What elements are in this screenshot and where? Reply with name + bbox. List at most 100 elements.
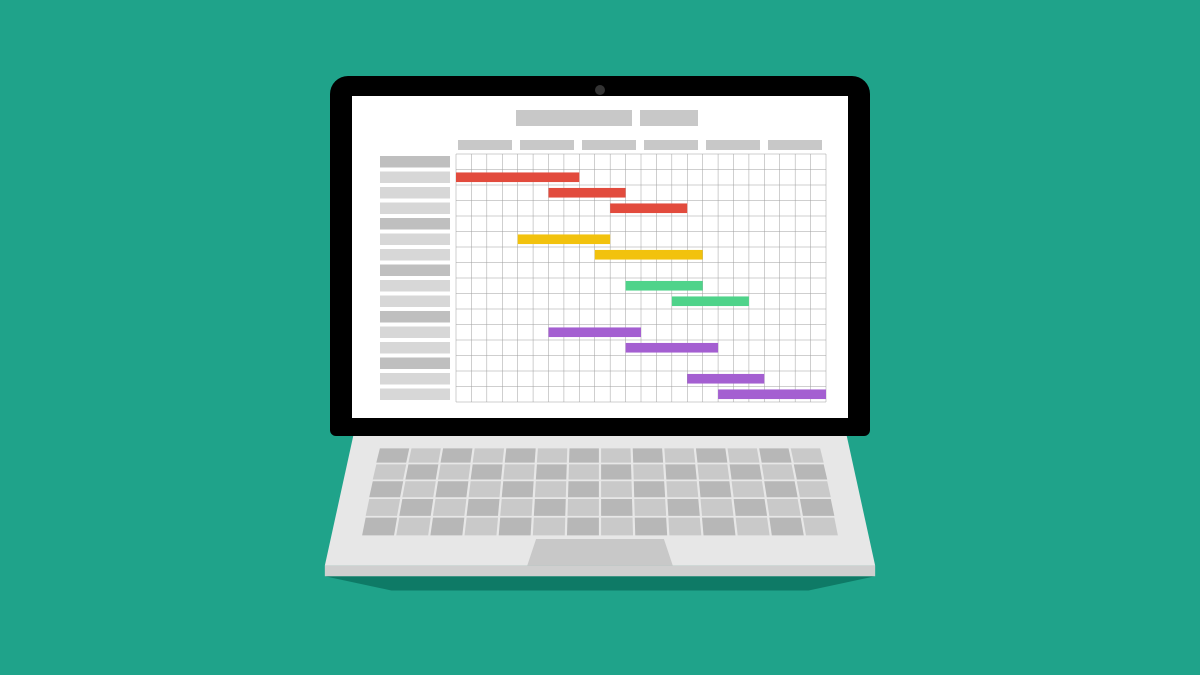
row-label-placeholder — [380, 327, 450, 339]
gantt-bar — [718, 389, 826, 399]
row-label-placeholder — [380, 342, 450, 354]
row-label-placeholder — [380, 358, 450, 370]
keyboard-key — [791, 448, 824, 462]
keyboard-key — [399, 499, 433, 516]
keyboard-key — [433, 499, 466, 516]
keyboard-key — [800, 499, 834, 516]
keyboard-key — [373, 464, 406, 479]
keyboard-key — [435, 481, 468, 497]
keyboard-key — [803, 518, 838, 536]
column-header-placeholder — [582, 140, 636, 150]
gantt-bar — [626, 281, 703, 291]
row-label-placeholder — [380, 187, 450, 199]
keyboard-key — [762, 464, 795, 479]
keyboard-key — [499, 518, 532, 536]
keyboard-key — [601, 481, 632, 497]
keyboard-key — [402, 481, 435, 497]
keyboard-key — [700, 499, 733, 516]
keyboard-key — [536, 464, 567, 479]
keyboard-key — [732, 481, 765, 497]
keyboard-key — [794, 464, 827, 479]
keyboard-key — [665, 464, 696, 479]
keyboard-key — [376, 448, 409, 462]
keyboard-key — [567, 518, 599, 536]
row-label-placeholder — [380, 296, 450, 308]
title-placeholder — [516, 110, 632, 126]
keyboard-key — [601, 499, 632, 516]
keyboard-key — [366, 499, 400, 516]
keyboard-key — [667, 499, 699, 516]
row-label-placeholder — [380, 249, 450, 261]
keyboard-key — [769, 518, 803, 536]
keyboard-key — [467, 499, 500, 516]
gantt-bar — [549, 188, 626, 198]
column-header-placeholder — [520, 140, 574, 150]
trackpad — [527, 539, 673, 566]
laptop-base — [290, 436, 910, 594]
keyboard-key — [408, 448, 440, 462]
keyboard-key — [441, 448, 473, 462]
keyboard-key — [633, 464, 664, 479]
keyboard-key — [697, 464, 729, 479]
keyboard-key — [767, 499, 801, 516]
gantt-bar — [456, 172, 579, 182]
keyboard-key — [465, 518, 498, 536]
keyboard-key — [730, 464, 762, 479]
keyboard-key — [568, 481, 599, 497]
keyboard-key — [797, 481, 831, 497]
keyboard-key — [533, 518, 565, 536]
keyboard-key — [405, 464, 438, 479]
laptop-front-edge — [325, 566, 875, 577]
gantt-bar — [595, 250, 703, 260]
row-label-placeholder — [380, 156, 450, 168]
keyboard-key — [473, 448, 504, 462]
keyboard-key — [396, 518, 430, 536]
keyboard-key — [568, 464, 598, 479]
keyboard-key — [601, 518, 633, 536]
keyboard-key — [534, 499, 566, 516]
keyboard-key — [633, 448, 663, 462]
row-label-placeholder — [380, 311, 450, 323]
gantt-bar — [518, 234, 611, 244]
keyboard-key — [430, 518, 464, 536]
keyboard-key — [601, 448, 631, 462]
gantt-bar — [687, 374, 764, 384]
keyboard-key — [537, 448, 567, 462]
keyboard-key — [469, 481, 501, 497]
keyboard-key — [569, 448, 599, 462]
keyboard-key — [500, 499, 532, 516]
keyboard-key — [764, 481, 797, 497]
row-label-placeholder — [380, 203, 450, 215]
gantt-bar — [626, 343, 719, 353]
laptop-illustration — [290, 76, 910, 599]
webcam-icon — [595, 85, 605, 95]
gantt-bar — [672, 296, 749, 306]
column-header-placeholder — [706, 140, 760, 150]
keyboard-key — [505, 448, 536, 462]
keyboard-key — [502, 481, 534, 497]
laptop-screen — [352, 96, 848, 418]
gantt-bar — [549, 327, 642, 337]
keyboard-key — [635, 518, 667, 536]
keyboard-key — [696, 448, 727, 462]
keyboard-key — [535, 481, 566, 497]
column-header-placeholder — [644, 140, 698, 150]
keyboard-key — [699, 481, 731, 497]
keyboard-key — [634, 481, 665, 497]
keyboard-key — [634, 499, 666, 516]
row-label-placeholder — [380, 172, 450, 184]
keyboard-key — [601, 464, 631, 479]
keyboard-key — [362, 518, 397, 536]
keyboard-key — [567, 499, 598, 516]
row-label-placeholder — [380, 218, 450, 230]
keyboard-key — [759, 448, 791, 462]
keyboard-key — [702, 518, 735, 536]
keyboard-key — [369, 481, 403, 497]
gantt-bar — [610, 203, 687, 213]
row-label-placeholder — [380, 389, 450, 401]
keyboard-key — [438, 464, 470, 479]
keyboard-key — [734, 499, 767, 516]
keyboard-key — [666, 481, 698, 497]
keyboard-key — [471, 464, 503, 479]
laptop-shadow — [325, 576, 875, 590]
